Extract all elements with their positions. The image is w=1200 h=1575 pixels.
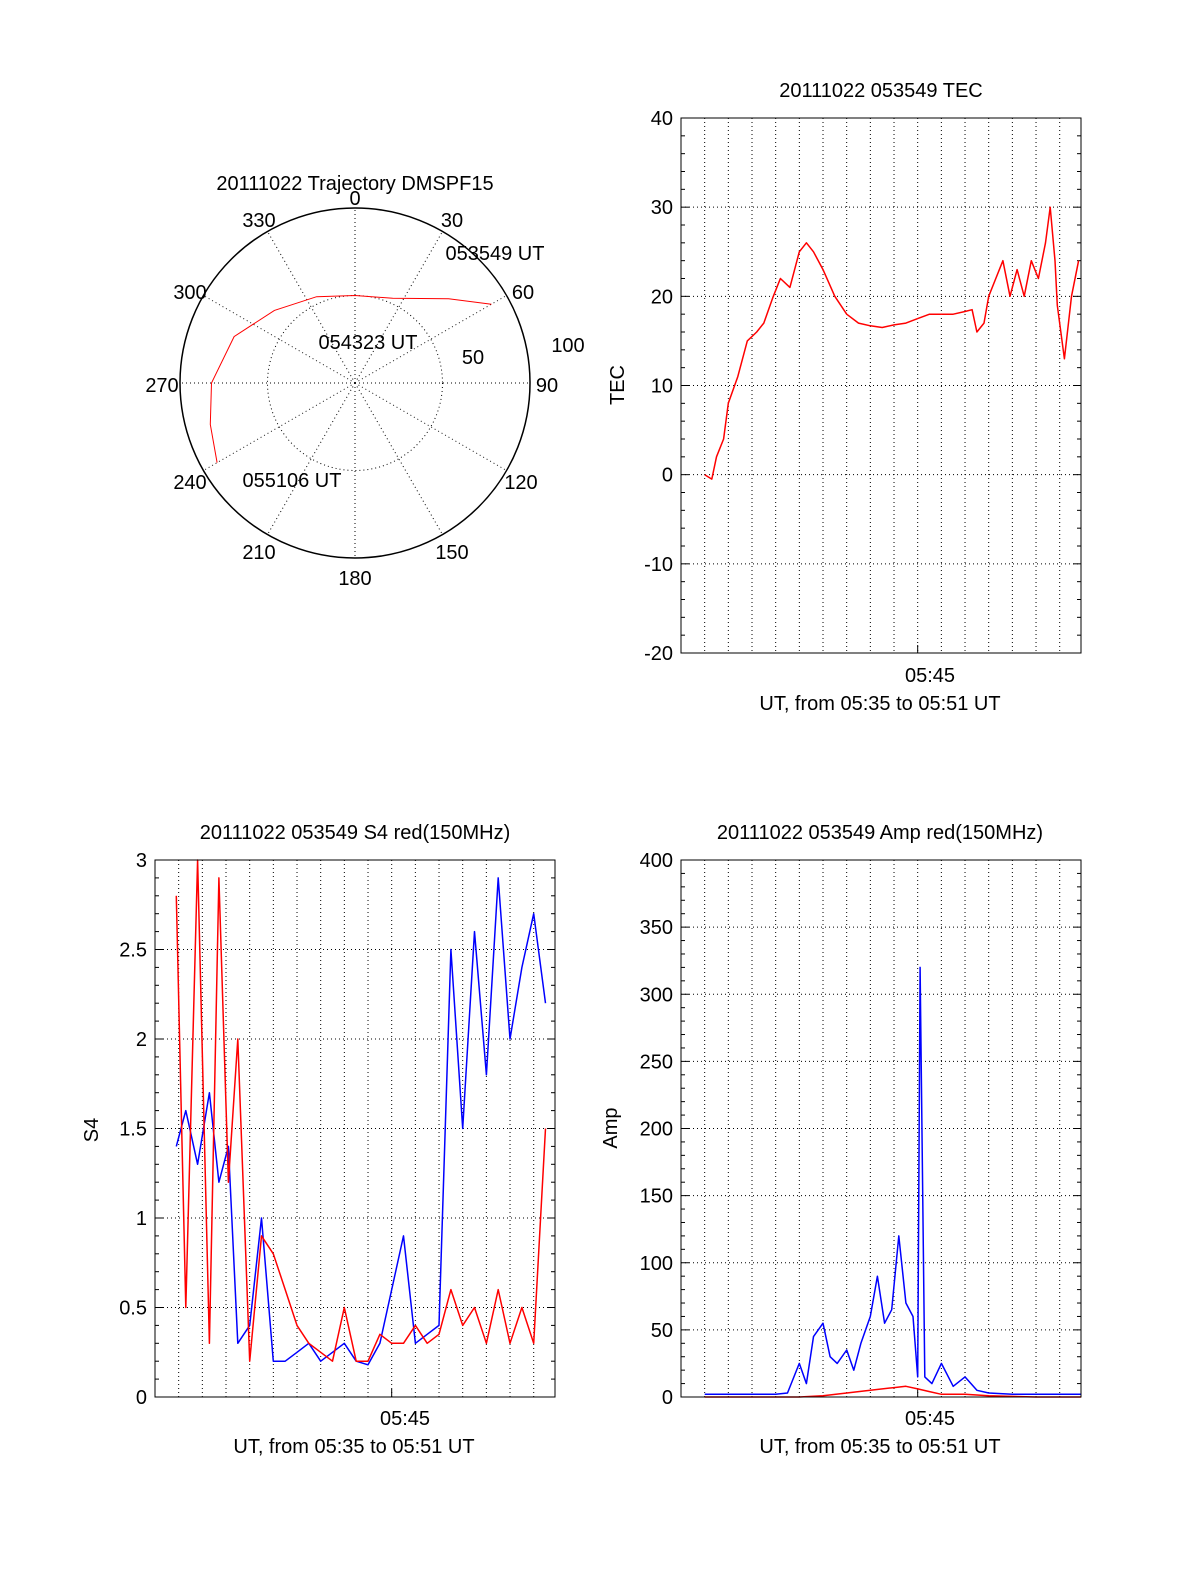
trajectory-polar-plot: 20111022 Trajectory DMSPF15 0 30 60 90 120 15… — [145, 173, 584, 590]
ytick-label: 100 — [640, 1253, 673, 1275]
ytick-label: -20 — [644, 643, 673, 665]
polar-ring-50 — [267, 295, 443, 471]
series-line-red — [704, 206, 1080, 480]
azimuth-label: 90 — [536, 375, 558, 397]
ytick-label: 250 — [640, 1051, 673, 1073]
ytick-label: 1.5 — [119, 1119, 147, 1141]
s4-xlabel: UT, from 05:35 to 05:51 UT — [233, 1436, 474, 1458]
ytick-label: 150 — [640, 1186, 673, 1208]
azimuth-label: 120 — [504, 472, 537, 494]
s4-ylabel: S4 — [81, 1118, 103, 1142]
series-line-blue — [704, 966, 1081, 1396]
radial-ring-labels: 50 100 — [462, 335, 585, 369]
annotation-start-time: 053549 UT — [446, 243, 545, 265]
ytick-label: 10 — [651, 376, 673, 398]
ytick-label: 0 — [662, 465, 673, 487]
ring-label-100: 100 — [551, 335, 584, 357]
tec-grid — [680, 117, 1081, 654]
azimuth-labels: 0 30 60 90 120 150 180 210 240 270 300 330 — [145, 188, 558, 590]
ytick-label: 2 — [136, 1029, 147, 1051]
azimuth-label: 150 — [435, 542, 468, 564]
trajectory-track — [209, 294, 492, 463]
polar-spoke — [354, 231, 443, 384]
ytick-label: 0.5 — [119, 1298, 147, 1320]
tec-series — [704, 206, 1080, 480]
ytick-label: 200 — [640, 1119, 673, 1141]
azimuth-label: 30 — [441, 210, 463, 232]
azimuth-label: 330 — [242, 210, 275, 232]
ytick-label: -10 — [644, 554, 673, 576]
tec-ytick-labels: 40 30 20 10 0 -10 -20 — [644, 108, 673, 665]
azimuth-label: 300 — [173, 282, 206, 304]
polar-outer-ring — [179, 207, 531, 559]
ytick-label: 50 — [651, 1320, 673, 1342]
azimuth-label: 60 — [512, 282, 534, 304]
annotation-end-time: 055106 UT — [243, 470, 342, 492]
trajectory-title: 20111022 Trajectory DMSPF15 — [216, 173, 493, 195]
amp-xtick-label: 05:45 — [905, 1408, 955, 1430]
ring-label-50: 50 — [462, 347, 484, 369]
ytick-label: 300 — [640, 984, 673, 1006]
polar-spoke — [267, 382, 356, 535]
amp-ylabel: Amp — [600, 1107, 622, 1148]
azimuth-label: 210 — [242, 542, 275, 564]
s4-title: 20111022 053549 S4 red(150MHz) — [200, 822, 511, 844]
tec-ylabel: TEC — [607, 365, 629, 405]
azimuth-label: 240 — [173, 472, 206, 494]
azimuth-label: 270 — [145, 375, 178, 397]
ytick-label: 3 — [136, 850, 147, 872]
ytick-label: 0 — [136, 1387, 147, 1409]
ytick-label: 2.5 — [119, 940, 147, 962]
ytick-label: 1 — [136, 1208, 147, 1230]
s4-panel: 20111022 053549 S4 red(150MHz) S4 05:45 … — [81, 822, 556, 1458]
series-line-red — [175, 859, 547, 1362]
s4-ytick-labels: 3 2.5 2 1.5 1 0.5 0 — [119, 850, 147, 1409]
amp-plot-frame — [680, 859, 1082, 1398]
azimuth-label: 0 — [349, 188, 360, 210]
amp-panel: 20111022 053549 Amp red(150MHz) Amp 05:4… — [600, 822, 1082, 1458]
tec-plot-frame — [680, 117, 1082, 654]
s4-plot-frame — [154, 859, 556, 1398]
amp-series — [704, 966, 1081, 1398]
tec-xlabel: UT, from 05:35 to 05:51 UT — [759, 693, 1000, 715]
polar-spoke — [267, 231, 356, 384]
ytick-label: 40 — [651, 108, 673, 130]
ytick-label: 350 — [640, 917, 673, 939]
ytick-label: 20 — [651, 286, 673, 308]
amp-xlabel: UT, from 05:35 to 05:51 UT — [759, 1436, 1000, 1458]
annotation-mid-time: 054323 UT — [319, 332, 418, 354]
amp-title: 20111022 053549 Amp red(150MHz) — [717, 822, 1043, 844]
polar-grid — [179, 207, 531, 559]
ytick-label: 400 — [640, 850, 673, 872]
s4-xtick-label: 05:45 — [380, 1408, 430, 1430]
tec-title: 20111022 053549 TEC — [779, 80, 983, 102]
ytick-label: 30 — [651, 197, 673, 219]
tec-xtick-label: 05:45 — [905, 665, 955, 687]
polar-spoke — [354, 382, 507, 471]
series-line-red — [704, 1385, 1081, 1398]
tec-panel: 20111022 053549 TEC TEC 05:45 UT, from 0… — [607, 80, 1082, 715]
amp-ytick-labels: 400 350 300 250 200 150 100 50 0 — [640, 850, 673, 1409]
polar-spoke — [354, 382, 443, 535]
ytick-label: 0 — [662, 1387, 673, 1409]
azimuth-label: 180 — [338, 568, 371, 590]
s4-series — [175, 859, 547, 1366]
amp-grid — [680, 859, 1081, 1398]
